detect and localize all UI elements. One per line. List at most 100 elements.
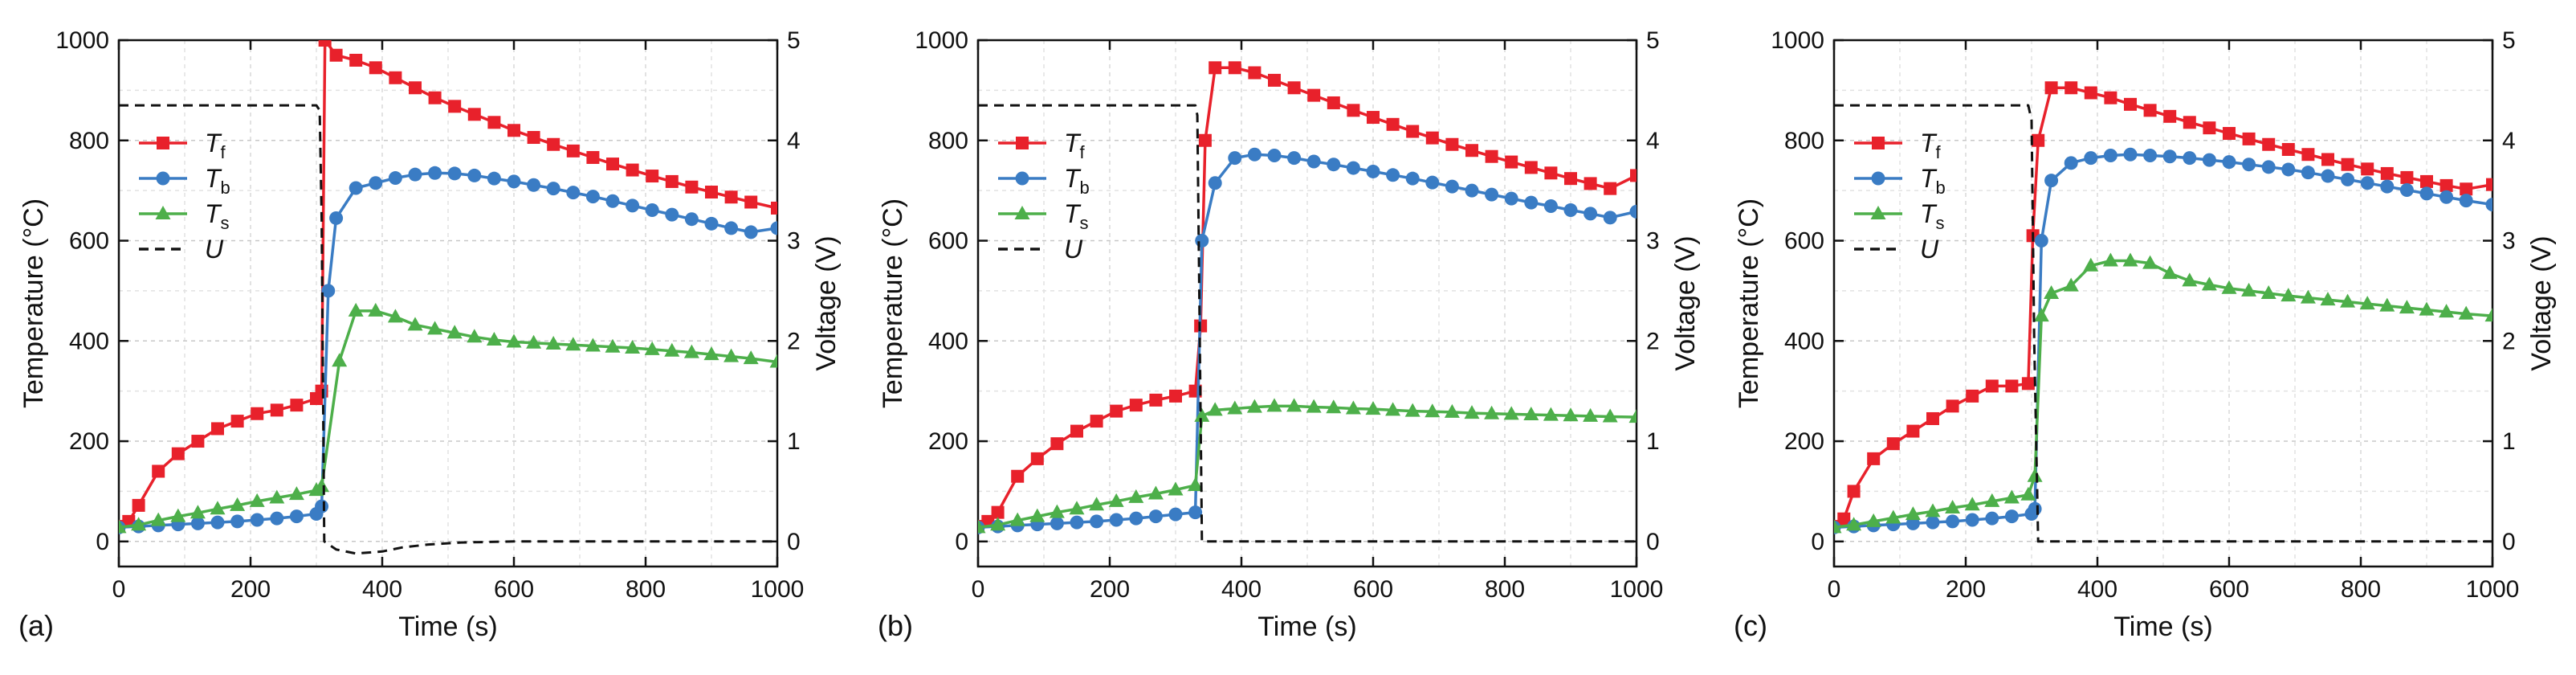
legend-label-U: U xyxy=(1920,235,1939,264)
x-tick-label: 200 xyxy=(230,576,271,603)
data-point-Tb xyxy=(1228,151,1242,166)
legend-marker-Tf xyxy=(1016,137,1029,149)
data-point-Ts xyxy=(2458,305,2474,320)
data-point-Tb xyxy=(321,284,336,298)
data-point-Tf xyxy=(2223,127,2236,141)
data-point-Tf xyxy=(448,100,462,113)
data-point-Ts xyxy=(545,336,561,350)
data-point-Tf xyxy=(487,116,501,129)
x-tick-label: 400 xyxy=(1221,576,1262,603)
data-point-Tb xyxy=(1965,513,1979,527)
x-tick-label: 0 xyxy=(972,576,985,603)
data-point-Tb xyxy=(1485,187,1499,202)
data-point-Tf xyxy=(191,435,205,448)
data-point-Tb xyxy=(1543,198,1558,213)
grid xyxy=(977,39,1637,567)
y-axis-label: Temperature (°C) xyxy=(1734,198,1764,408)
data-point-Ts xyxy=(2063,277,2079,292)
data-point-Tf xyxy=(2104,91,2117,104)
data-point-Tf xyxy=(251,407,264,420)
grid xyxy=(1833,39,2493,567)
x-tick-label: 800 xyxy=(626,576,666,603)
data-point-Tf xyxy=(1867,452,1881,465)
data-point-Ts xyxy=(625,340,641,354)
y2-tick-label: 0 xyxy=(787,529,801,555)
data-point-Tb xyxy=(487,171,501,186)
y-tick-label: 400 xyxy=(69,328,109,354)
data-point-Ts xyxy=(348,302,364,317)
data-point-Ts xyxy=(2162,265,2178,280)
data-point-Tf xyxy=(152,464,165,478)
data-point-Tb xyxy=(388,171,402,186)
data-point-Ts xyxy=(467,329,483,343)
data-point-Tb xyxy=(2222,155,2236,170)
data-point-Tf xyxy=(1110,404,1123,418)
data-point-Tf xyxy=(1198,133,1212,147)
data-point-Tf xyxy=(1287,81,1301,95)
data-point-Tb xyxy=(1926,515,1940,530)
y-axis-label: Temperature (°C) xyxy=(878,198,908,408)
data-point-Tb xyxy=(1425,175,1440,190)
series-line-U xyxy=(119,104,777,555)
data-point-Ts xyxy=(1089,497,1105,511)
data-point-Tf xyxy=(1425,131,1439,145)
grid xyxy=(118,39,778,567)
x-tick-label: 1000 xyxy=(2466,576,2520,603)
data-point-Tb xyxy=(1584,207,1598,221)
data-point-Ts xyxy=(1029,508,1045,522)
data-point-Tf xyxy=(1584,177,1597,190)
data-point-Tb xyxy=(2162,149,2177,164)
legend-label-Tf: Tf xyxy=(1920,129,1942,162)
data-point-Ts xyxy=(506,333,522,348)
data-point-Tf xyxy=(2124,97,2137,111)
data-point-Ts xyxy=(2241,282,2257,297)
data-point-Tb xyxy=(1247,147,1262,162)
data-point-Tf xyxy=(1847,485,1861,498)
data-point-Tf xyxy=(1505,155,1518,169)
data-point-Tf xyxy=(2262,137,2276,151)
y2-axis-label: Voltage (V) xyxy=(2526,235,2557,370)
data-point-Tf xyxy=(1050,437,1064,451)
data-point-Tb xyxy=(1287,151,1302,166)
data-point-Tb xyxy=(1090,514,1104,529)
data-point-Ts xyxy=(1385,402,1401,416)
data-point-Tf xyxy=(1564,172,1577,186)
y-tick-label: 600 xyxy=(69,228,109,255)
data-point-Tf xyxy=(409,81,422,95)
x-tick-label: 0 xyxy=(112,576,126,603)
data-point-Ts xyxy=(2027,468,2043,482)
data-point-Tf xyxy=(2361,162,2374,176)
data-point-Tf xyxy=(230,415,244,428)
x-tick-label: 600 xyxy=(1353,576,1393,603)
data-point-Tb xyxy=(1168,507,1183,522)
x-tick-label: 600 xyxy=(2209,576,2249,603)
y-tick-label: 1000 xyxy=(915,27,968,54)
data-point-Tb xyxy=(289,509,304,524)
data-point-Tb xyxy=(408,167,422,182)
data-point-Tb xyxy=(1603,211,1617,225)
data-point-Tf xyxy=(1926,411,1939,425)
data-point-Tf xyxy=(705,186,718,199)
data-point-Ts xyxy=(1108,493,1124,507)
data-point-Tf xyxy=(586,150,600,164)
data-point-Ts xyxy=(1583,407,1599,422)
data-point-Tb xyxy=(2123,147,2138,162)
data-point-Ts xyxy=(664,342,680,357)
y-tick-label: 200 xyxy=(928,428,968,455)
data-point-Ts xyxy=(2399,300,2415,314)
data-point-Tf xyxy=(1630,169,1636,182)
legend-label-Ts: Ts xyxy=(1920,199,1945,233)
data-point-Tf xyxy=(389,71,402,84)
x-axis-label: Time (s) xyxy=(2113,612,2212,642)
data-point-Tb xyxy=(190,516,205,530)
data-point-Tb xyxy=(665,207,679,222)
data-point-Ts xyxy=(2182,272,2198,287)
data-point-Ts xyxy=(486,332,502,346)
data-point-Tb xyxy=(1563,202,1578,217)
data-point-Tb xyxy=(645,202,659,217)
data-point-Ts xyxy=(210,501,226,515)
legend-label-Tf: Tf xyxy=(205,129,226,162)
data-point-Tb xyxy=(2261,160,2276,174)
data-point-Ts xyxy=(605,338,621,353)
data-point-Ts xyxy=(1628,409,1636,423)
